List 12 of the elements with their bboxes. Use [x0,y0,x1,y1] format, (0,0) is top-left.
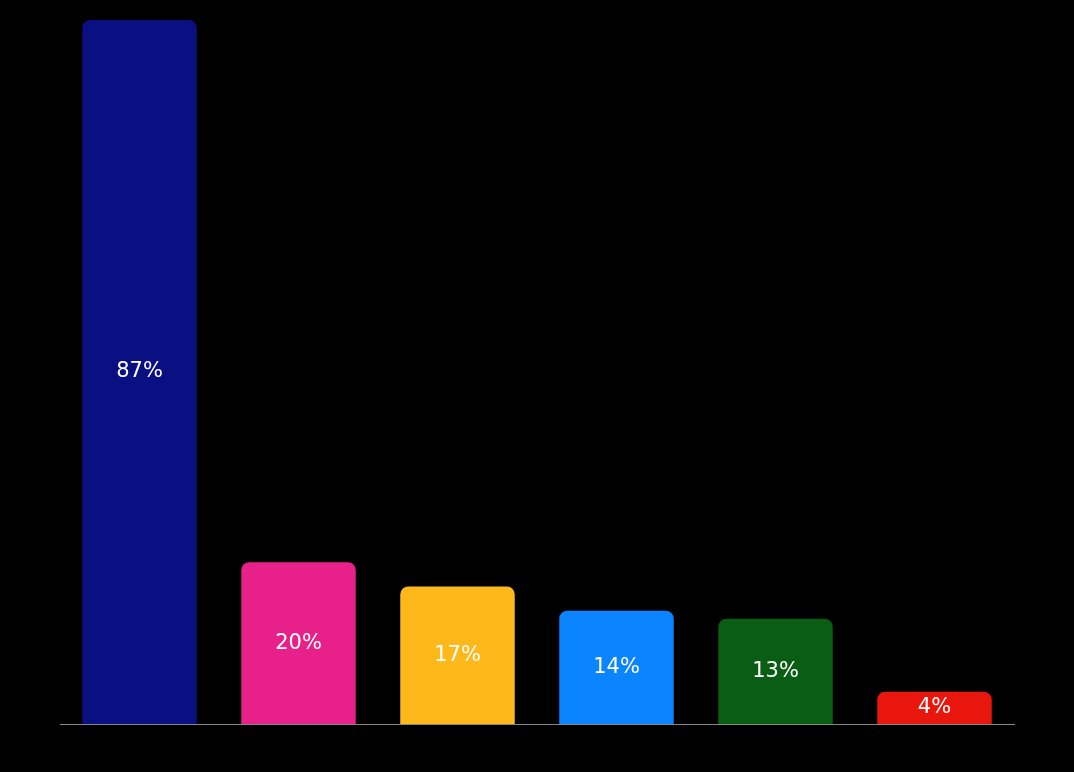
data-label: 87% [116,358,163,383]
data-label: 17% [434,641,481,666]
bar [559,610,674,724]
data-label: 4% [917,694,952,719]
bar [82,20,197,724]
bar [877,691,992,724]
bar [718,618,833,724]
data-label: 20% [275,629,322,654]
data-label: 13% [752,657,799,682]
bar [400,586,515,724]
bar [241,562,356,724]
data-label: 14% [593,653,640,678]
